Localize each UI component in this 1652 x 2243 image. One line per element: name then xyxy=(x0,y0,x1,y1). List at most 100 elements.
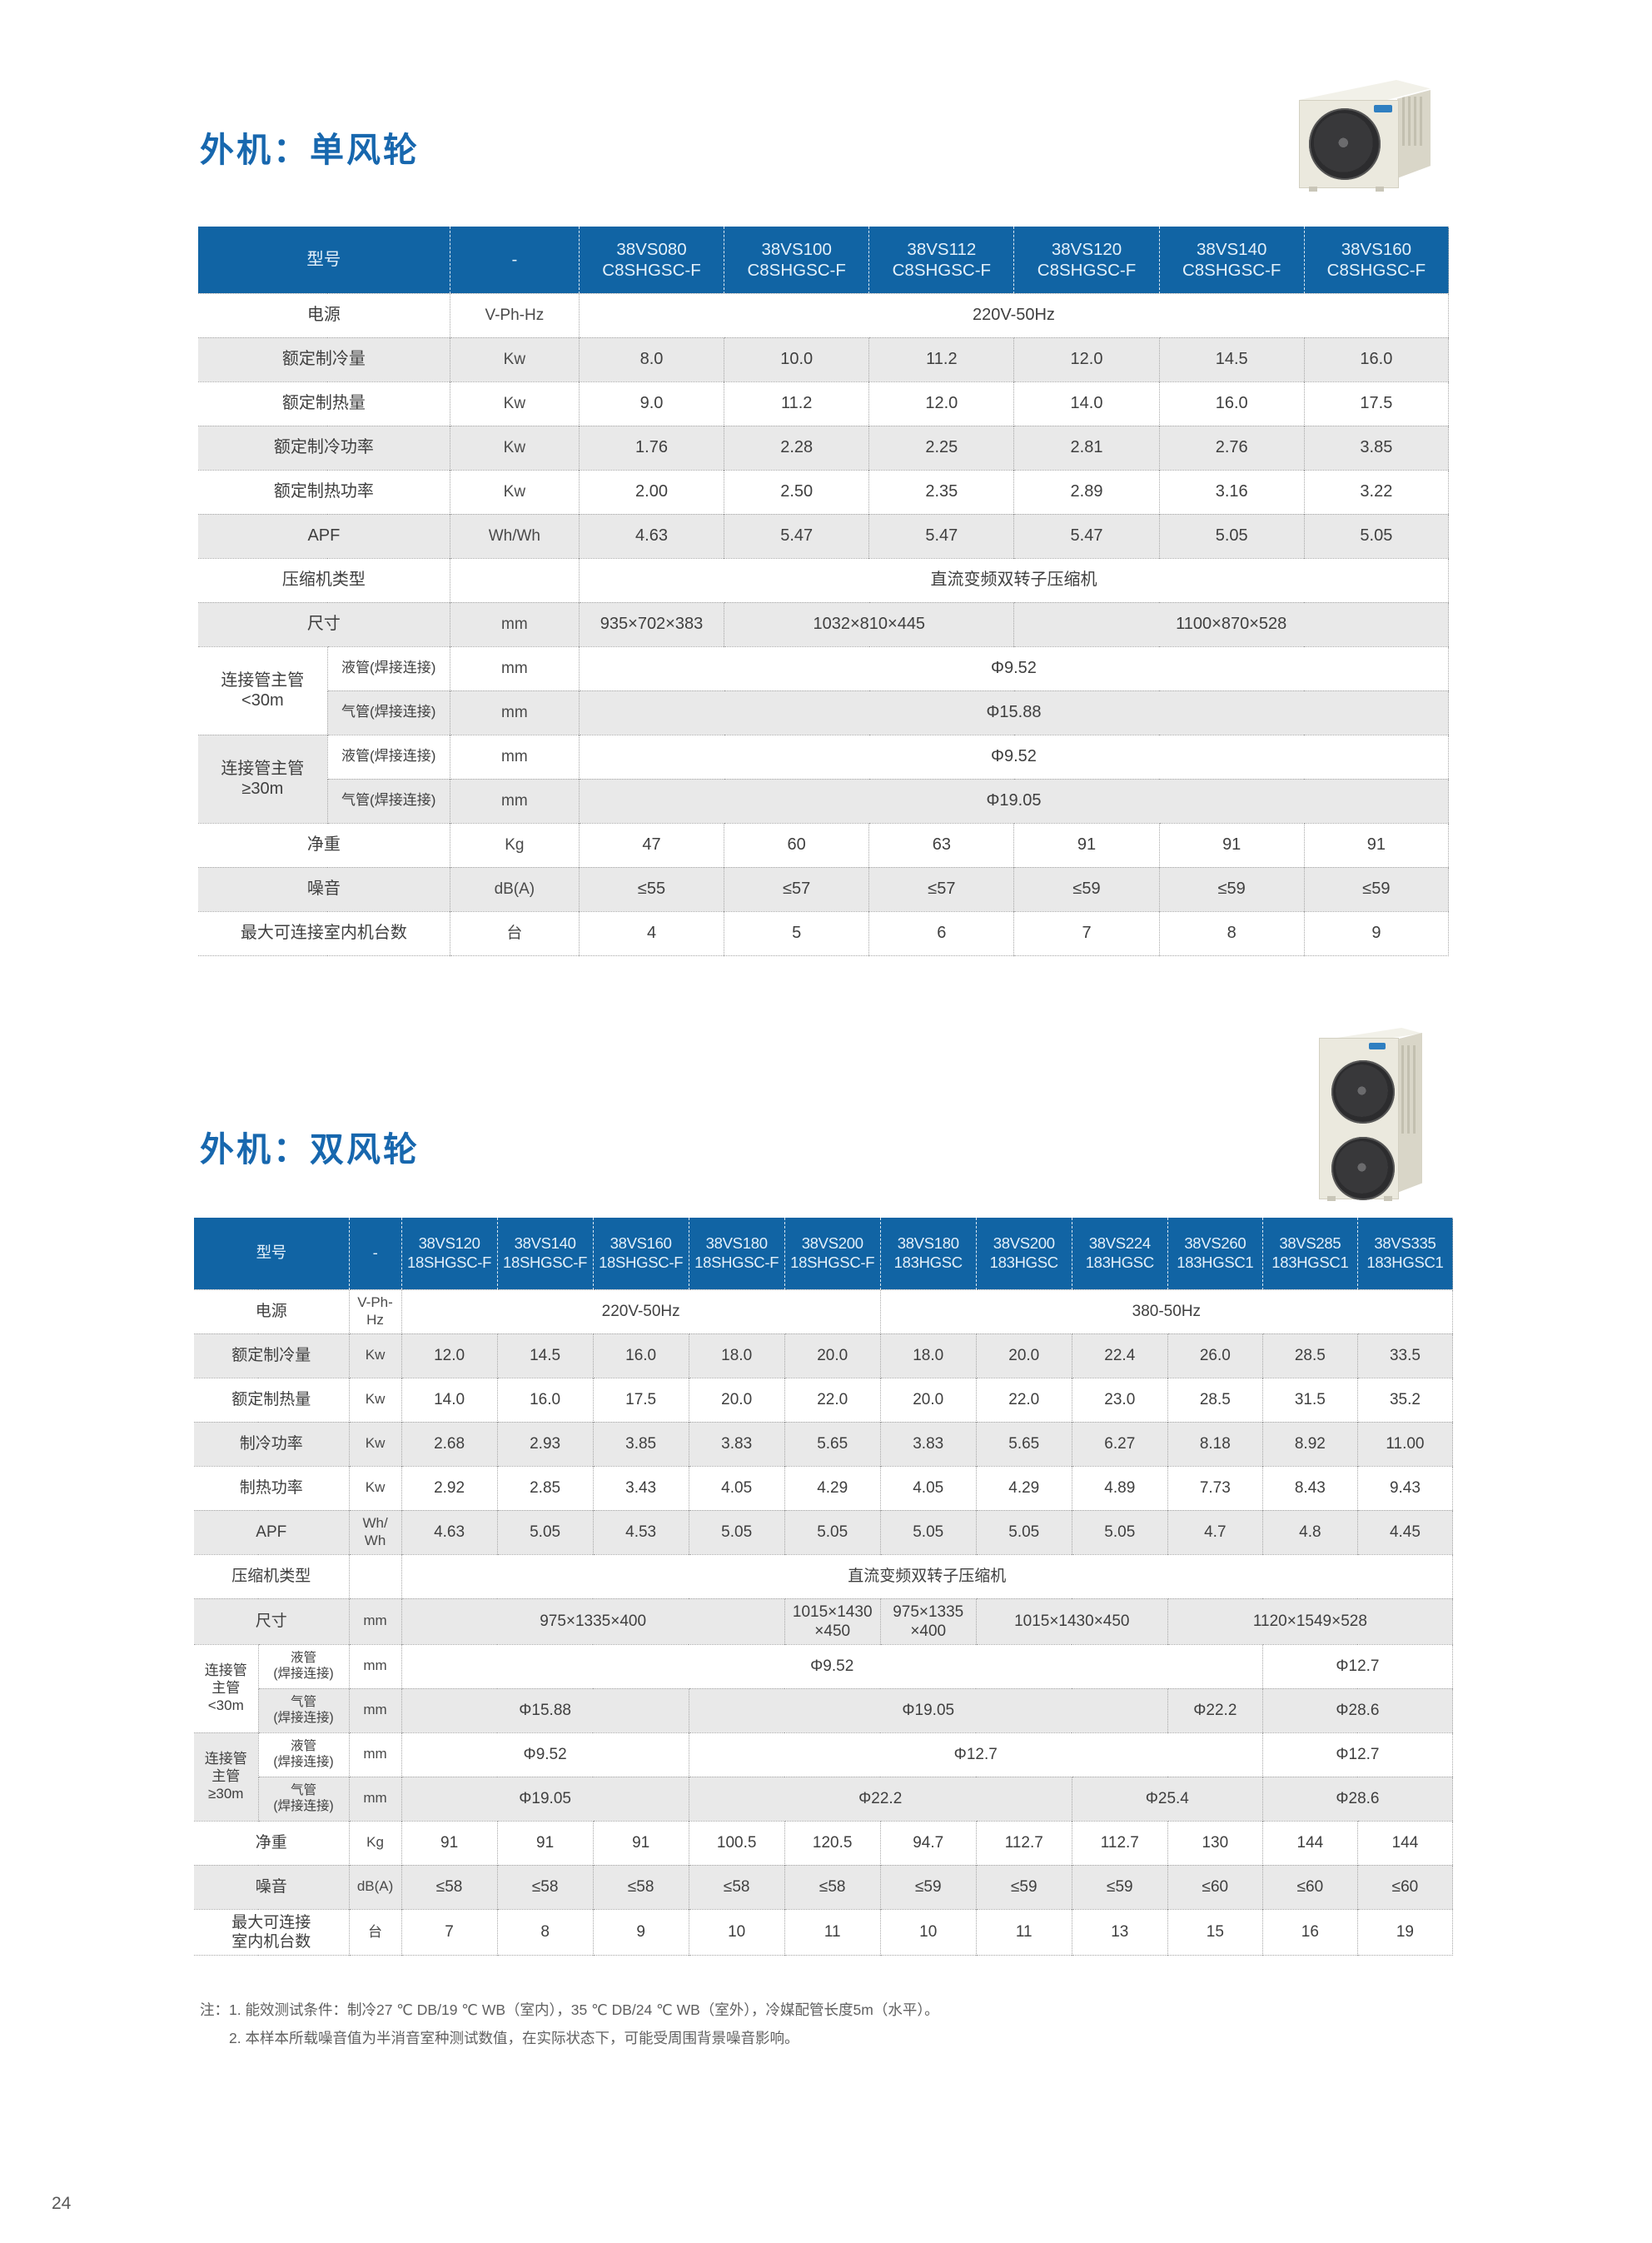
page-number: 24 xyxy=(52,2194,72,2213)
row-label-cell: 最大可连接室内机台数 xyxy=(198,910,450,955)
unit-side-panel xyxy=(1397,1033,1422,1193)
row-label-cell: 尺寸 xyxy=(194,1598,350,1645)
model-header-cell: 38VS112 C8SHGSC-F xyxy=(868,227,1014,293)
table-row: 尺寸 mm 975×1335×400 1015×1430 ×450 975×1335 ×40… xyxy=(194,1598,1453,1645)
value-cell: 18.0 xyxy=(688,1333,785,1378)
group-label-cell: 连接管主管≥30m xyxy=(194,1732,259,1822)
sub-label-cell: 气管(焊接连接) xyxy=(257,1687,350,1733)
value-cell: 直流变频双转子压缩机 xyxy=(401,1553,1453,1598)
table-row: 电源 V-Ph-Hz 220V-50Hz xyxy=(198,292,1449,337)
value-cell: ≤58 xyxy=(401,1864,498,1910)
unit-cell: Wh/Wh xyxy=(348,1509,402,1554)
value-cell: 14.5 xyxy=(1158,336,1305,381)
value-cell: 12.0 xyxy=(1013,336,1160,381)
table-row: 气管 (焊接连接) mm Φ15.88 Φ19.05 Φ22.2 Φ28.6 xyxy=(194,1687,1453,1733)
model-header-cell: 38VS140 C8SHGSC-F xyxy=(1158,227,1305,293)
unit-cell: Kw xyxy=(348,1465,402,1510)
value-cell: 935×702×383 xyxy=(578,601,724,646)
value-cell: 10 xyxy=(688,1908,785,1956)
value-cell: 7.73 xyxy=(1167,1465,1263,1510)
header-label-cell: 型号 xyxy=(194,1218,350,1289)
unit-cell: mm xyxy=(449,690,580,735)
value-cell: 12.0 xyxy=(868,381,1014,426)
value-cell: ≤55 xyxy=(578,866,724,911)
table-row: 尺寸 mm 935×702×383 1032×810×445 1100×870×528 xyxy=(198,601,1449,646)
value-cell: Φ12.7 xyxy=(688,1732,1263,1777)
value-cell: 5.05 xyxy=(1071,1509,1168,1554)
footnote-line-2: 2. 本样本所载噪音值为半消音室种测试数值，在实际状态下，可能受周围背景噪音影响… xyxy=(229,2030,799,2047)
value-cell: 5.05 xyxy=(1158,513,1305,558)
table-row: 噪音 dB(A) ≤58 ≤58 ≤58 ≤58 ≤58 ≤59 ≤59 ≤59 ≤60 ≤60 ≤60 xyxy=(194,1864,1453,1910)
row-label-cell: APF xyxy=(198,513,450,558)
group-label-cell: 连接管主管<30m xyxy=(198,645,328,735)
value-cell: ≤60 xyxy=(1261,1864,1358,1910)
unit-foot xyxy=(1384,1196,1392,1201)
model-header-cell: 38VS335 183HGSC1 xyxy=(1356,1218,1453,1289)
value-cell: ≤57 xyxy=(724,866,869,911)
model-header-cell: 38VS260 183HGSC1 xyxy=(1167,1218,1263,1289)
value-cell: 22.4 xyxy=(1071,1333,1168,1378)
value-cell: 975×1335×400 xyxy=(401,1598,785,1645)
row-label-cell: 额定制热量 xyxy=(198,381,450,426)
value-cell: Φ19.05 xyxy=(401,1776,689,1822)
value-cell: Φ19.05 xyxy=(578,778,1449,823)
row-label-cell: 额定制冷量 xyxy=(198,336,450,381)
unit-cell: Kw xyxy=(449,425,580,470)
value-cell: 5.05 xyxy=(975,1509,1072,1554)
model-header-cell: 38VS180 18SHGSC-F xyxy=(688,1218,785,1289)
value-cell: Φ28.6 xyxy=(1261,1776,1453,1822)
value-cell: 9.43 xyxy=(1356,1465,1453,1510)
row-label-cell: APF xyxy=(194,1509,350,1554)
row-label-cell: 净重 xyxy=(198,822,450,867)
value-cell: 91 xyxy=(401,1820,498,1866)
value-cell: 4.63 xyxy=(578,513,724,558)
value-cell: 4.45 xyxy=(1356,1509,1453,1554)
value-cell: ≤57 xyxy=(868,866,1014,911)
value-cell: 1.76 xyxy=(578,425,724,470)
row-label-cell: 压缩机类型 xyxy=(198,557,450,602)
table-row: 压缩机类型 直流变频双转子压缩机 xyxy=(194,1553,1453,1598)
model-header-cell: 38VS200 183HGSC xyxy=(975,1218,1072,1289)
value-cell: 100.5 xyxy=(688,1820,785,1866)
unit-cell: Kw xyxy=(348,1421,402,1466)
row-label-cell: 电源 xyxy=(194,1288,350,1333)
value-cell: 7 xyxy=(401,1908,498,1956)
value-cell: 33.5 xyxy=(1356,1333,1453,1378)
value-cell: 9 xyxy=(592,1908,689,1956)
value-cell: 4.05 xyxy=(879,1465,977,1510)
unit-cell: Kg xyxy=(348,1820,402,1866)
unit-cell: V-Ph-Hz xyxy=(449,292,580,337)
table-header-row: 型号 -38VS080 C8SHGSC-F 38VS100 C8SHGSC-F 38VS1… xyxy=(198,227,1449,293)
value-cell: ≤59 xyxy=(1303,866,1449,911)
double-fan-unit-photo xyxy=(1314,1024,1426,1208)
value-cell: 2.89 xyxy=(1013,469,1160,514)
value-cell: 91 xyxy=(592,1820,689,1866)
value-cell: 4.7 xyxy=(1167,1509,1263,1554)
table-row: 额定制热功率 Kw 2.00 2.50 2.35 2.89 3.16 3.22 xyxy=(198,469,1449,514)
value-cell: Φ22.2 xyxy=(688,1776,1072,1822)
value-cell: 8.43 xyxy=(1261,1465,1358,1510)
unit-cell: Kw xyxy=(449,469,580,514)
unit-foot xyxy=(1327,1196,1336,1201)
footnote-prefix: 注： xyxy=(200,2001,229,2018)
value-cell: 15 xyxy=(1167,1908,1263,1956)
value-cell: 2.28 xyxy=(724,425,869,470)
unit-side-panel xyxy=(1397,90,1431,178)
value-cell: 2.76 xyxy=(1158,425,1305,470)
value-cell: 4.53 xyxy=(592,1509,689,1554)
unit-cell: mm xyxy=(449,734,580,779)
unit-cell: mm xyxy=(348,1732,402,1777)
value-cell: 12.0 xyxy=(401,1333,498,1378)
footnotes: 注： 1. 能效测试条件：制冷27 ℃ DB/19 ℃ WB（室内），35 ℃ … xyxy=(200,1996,939,2052)
model-header-cell: 38VS224 183HGSC xyxy=(1071,1218,1168,1289)
value-cell: ≤58 xyxy=(592,1864,689,1910)
row-label-cell: 额定制热量 xyxy=(194,1377,350,1422)
value-cell: 14.5 xyxy=(496,1333,594,1378)
value-cell: 120.5 xyxy=(784,1820,881,1866)
value-cell: Φ9.52 xyxy=(401,1732,689,1777)
unit-cell: mm xyxy=(449,778,580,823)
model-header-cell: 38VS285 183HGSC1 xyxy=(1261,1218,1358,1289)
single-fan-unit-photo xyxy=(1292,73,1436,200)
value-cell: ≤58 xyxy=(496,1864,594,1910)
value-cell: ≤60 xyxy=(1356,1864,1453,1910)
